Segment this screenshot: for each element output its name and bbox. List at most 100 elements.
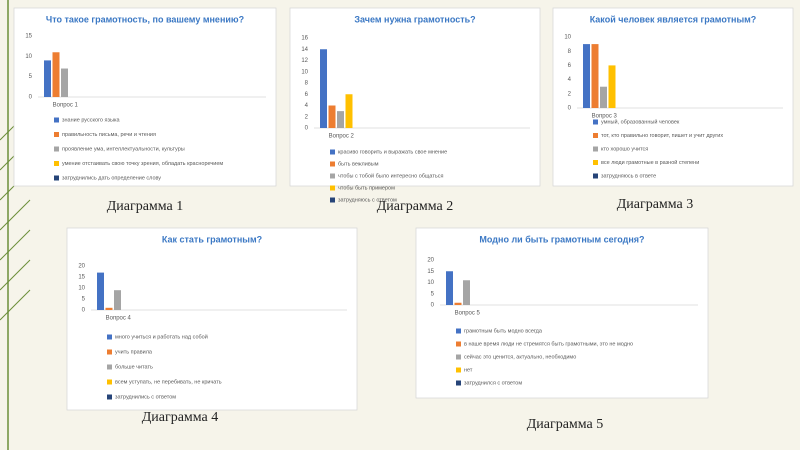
bar [583,44,590,108]
y-tick-label: 14 [301,47,308,53]
chart-frame [289,7,541,187]
legend-swatch [54,161,59,166]
chart-caption: Диаграмма 2 [377,199,454,214]
bar [320,49,327,128]
legend-swatch [593,173,598,179]
y-tick-label: 0 [305,126,309,132]
legend-label: знание русского языка [62,117,120,123]
legend-swatch [54,132,59,137]
legend-label: умный, образованный человек [601,118,680,125]
y-tick-label: 4 [305,103,309,109]
bar [61,68,68,97]
y-tick-label: 10 [564,35,571,41]
legend-swatch [593,133,598,138]
legend-label: чтобы быть примером [338,185,395,191]
legend-swatch [330,161,335,167]
y-tick-label: 8 [305,81,309,87]
legend-label: затруднился с ответом [464,380,522,386]
legend-label: нет [464,367,473,373]
legend-label: быть вежливым [338,161,379,167]
bar [600,86,607,108]
legend-swatch [456,367,461,373]
y-tick-label: 16 [301,36,308,42]
legend-swatch [456,328,461,334]
legend-label: в наше время люди не стремятся быть грам… [464,341,633,347]
legend-label: затрудняюсь в ответе [601,173,656,179]
y-tick-label: 5 [82,297,86,303]
chart-title: Как стать грамотным? [162,234,262,244]
legend-swatch [456,341,461,347]
chart-frame [66,227,358,411]
legend-swatch [54,146,59,152]
bar [446,271,453,305]
legend-label: грамотным быть модно всегда [464,328,543,334]
legend-label: чтобы с тобой было интересно общаться [338,172,444,179]
legend-label: правильность письма, речи и чтения [62,132,156,138]
y-tick-label: 6 [568,63,572,69]
y-tick-label: 0 [568,106,572,112]
y-tick-label: 0 [82,308,86,314]
legend-label: больше читать [115,364,153,370]
y-tick-label: 10 [427,280,434,286]
y-tick-label: 6 [305,92,309,98]
chart-caption: Диаграмма 3 [617,197,694,212]
chart-title: Что такое грамотность, по вашему мнению? [46,14,244,24]
legend-swatch [107,394,112,400]
legend-label: затруднились дать определение слову [62,175,161,181]
legend-label: проявление ума, интеллектуальности, куль… [62,146,185,152]
x-tick-label: Вопрос 5 [455,311,481,317]
chart-title: Модно ли быть грамотным сегодня? [479,234,644,244]
y-tick-label: 8 [568,49,572,55]
legend-label: умение отстаивать свою точку зрения, обл… [62,161,223,167]
legend-label: много учиться и работать над собой [115,333,208,340]
bar [337,111,344,128]
legend-swatch [593,146,598,152]
legend-label: всем уступать, не перебивать, не кричать [115,379,222,385]
bar [105,307,113,310]
y-tick-label: 2 [305,114,309,120]
legend-swatch [330,185,335,191]
y-tick-label: 20 [78,264,85,270]
legend-swatch [456,380,461,386]
legend-swatch [330,173,335,179]
x-tick-label: Вопрос 2 [329,134,355,140]
legend-swatch [107,379,112,385]
legend-label: учить правила [115,349,153,355]
y-tick-label: 15 [78,275,85,281]
x-tick-label: Вопрос 1 [53,103,79,109]
chart: Какой человек является грамотным? 0 2 4 6 8 10… [552,7,794,187]
legend-swatch [330,149,335,155]
bar [44,60,51,97]
legend-swatch [593,119,598,125]
chart-frame [415,227,709,399]
y-tick-label: 10 [301,69,308,75]
y-tick-label: 20 [427,258,434,264]
legend-swatch [107,349,112,355]
y-tick-label: 5 [431,291,435,297]
legend-swatch [54,175,59,181]
legend-label: затрудняюсь с ответом [338,197,397,203]
y-tick-label: 0 [431,303,435,309]
bar [591,44,599,108]
legend-label: сейчас это ценится, актуально, необходим… [464,353,576,360]
bar [52,52,60,97]
y-tick-label: 5 [29,74,33,80]
legend-swatch [456,354,461,360]
bar [114,290,121,310]
y-tick-label: 15 [427,269,434,275]
bar [608,65,616,108]
y-tick-label: 15 [25,34,32,40]
y-tick-label: 2 [568,91,572,97]
decoration [0,0,31,450]
chart-caption: Диаграмма 4 [142,410,219,425]
chart: Модно ли быть грамотным сегодня? 0 5 10 15 20… [415,227,709,399]
y-tick-label: 10 [78,286,85,292]
x-tick-label: Вопрос 3 [592,114,618,120]
y-tick-label: 12 [301,58,308,64]
legend-swatch [330,197,335,203]
legend-swatch [107,364,112,370]
bar [97,272,104,310]
chart: Как стать грамотным? 0 5 10 15 20 Вопрос 4 мног… [66,227,358,411]
chart: Что такое грамотность, по вашему мнению?… [13,7,277,187]
